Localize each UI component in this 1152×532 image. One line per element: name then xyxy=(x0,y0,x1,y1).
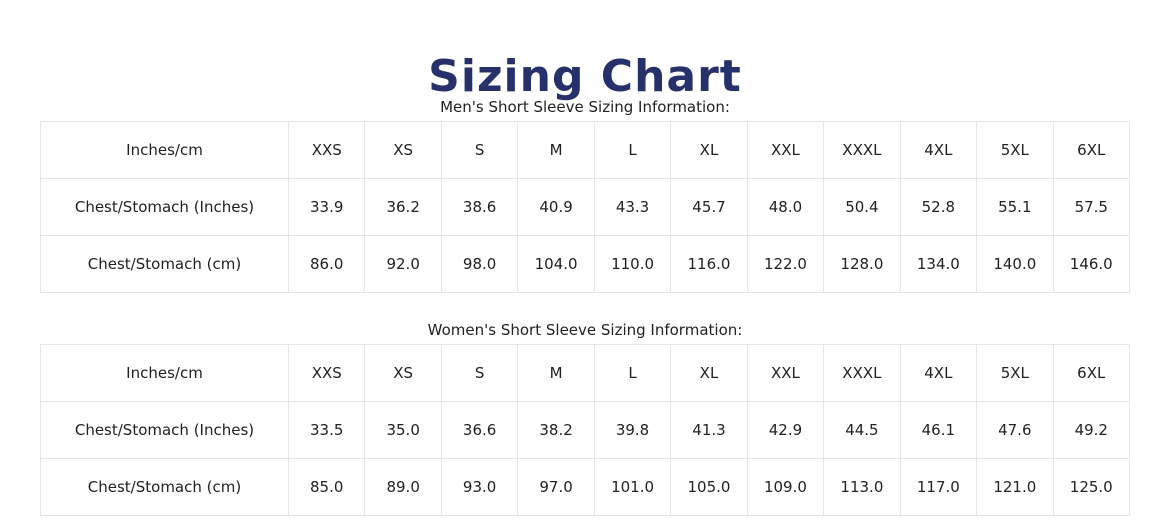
women-sizing-table: Inches/cm XXS XS S M L XL XXL XXXL 4XL 5… xyxy=(40,344,1131,516)
value-cell: 33.9 xyxy=(287,178,366,236)
women-size-5xl: 5XL xyxy=(976,344,1054,402)
women-size-xxxl: XXXL xyxy=(823,344,901,402)
value-cell: 35.0 xyxy=(364,401,442,459)
women-row-chest-cm: Chest/Stomach (cm) 85.0 89.0 93.0 97.0 1… xyxy=(40,458,1131,516)
men-size-4xl: 4XL xyxy=(899,121,978,179)
value-cell: 116.0 xyxy=(670,235,748,293)
men-size-m: M xyxy=(517,121,595,179)
value-cell: 57.5 xyxy=(1052,178,1131,236)
value-cell: 47.6 xyxy=(976,401,1054,459)
value-cell: 86.0 xyxy=(287,235,366,293)
row-label: Chest/Stomach (cm) xyxy=(40,235,289,293)
men-size-xxs: XXS xyxy=(287,121,366,179)
value-cell: 45.7 xyxy=(670,178,748,236)
women-header-row: Inches/cm XXS XS S M L XL XXL XXXL 4XL 5… xyxy=(40,344,1131,402)
value-cell: 36.2 xyxy=(364,178,442,236)
value-cell: 46.1 xyxy=(899,401,978,459)
value-cell: 38.2 xyxy=(517,401,595,459)
value-cell: 105.0 xyxy=(670,458,748,516)
value-cell: 49.2 xyxy=(1052,401,1131,459)
value-cell: 125.0 xyxy=(1052,458,1131,516)
value-cell: 38.6 xyxy=(440,178,519,236)
value-cell: 40.9 xyxy=(517,178,595,236)
men-size-6xl: 6XL xyxy=(1052,121,1131,179)
men-size-l: L xyxy=(593,121,672,179)
women-size-xxl: XXL xyxy=(746,344,825,402)
value-cell: 85.0 xyxy=(287,458,366,516)
men-header-label: Inches/cm xyxy=(40,121,289,179)
women-size-xxs: XXS xyxy=(287,344,366,402)
women-size-l: L xyxy=(593,344,672,402)
value-cell: 44.5 xyxy=(823,401,901,459)
women-size-6xl: 6XL xyxy=(1052,344,1131,402)
men-size-xxxl: XXXL xyxy=(823,121,901,179)
value-cell: 33.5 xyxy=(287,401,366,459)
value-cell: 146.0 xyxy=(1052,235,1131,293)
value-cell: 122.0 xyxy=(746,235,825,293)
value-cell: 89.0 xyxy=(364,458,442,516)
value-cell: 55.1 xyxy=(976,178,1054,236)
value-cell: 42.9 xyxy=(746,401,825,459)
men-row-chest-cm: Chest/Stomach (cm) 86.0 92.0 98.0 104.0 … xyxy=(40,235,1131,293)
row-label: Chest/Stomach (Inches) xyxy=(40,178,289,236)
men-size-xl: XL xyxy=(670,121,748,179)
women-section-caption: Women's Short Sleeve Sizing Information: xyxy=(427,321,743,339)
value-cell: 92.0 xyxy=(364,235,442,293)
value-cell: 52.8 xyxy=(899,178,978,236)
men-row-chest-inches: Chest/Stomach (Inches) 33.9 36.2 38.6 40… xyxy=(40,178,1131,236)
row-label: Chest/Stomach (cm) xyxy=(40,458,289,516)
value-cell: 121.0 xyxy=(976,458,1054,516)
value-cell: 134.0 xyxy=(899,235,978,293)
value-cell: 104.0 xyxy=(517,235,595,293)
value-cell: 36.6 xyxy=(440,401,519,459)
value-cell: 128.0 xyxy=(823,235,901,293)
value-cell: 97.0 xyxy=(517,458,595,516)
value-cell: 117.0 xyxy=(899,458,978,516)
men-sizing-table: Inches/cm XXS XS S M L XL XXL XXXL 4XL 5… xyxy=(40,121,1131,293)
men-size-xs: XS xyxy=(364,121,442,179)
women-row-chest-inches: Chest/Stomach (Inches) 33.5 35.0 36.6 38… xyxy=(40,401,1131,459)
value-cell: 41.3 xyxy=(670,401,748,459)
value-cell: 93.0 xyxy=(440,458,519,516)
value-cell: 140.0 xyxy=(976,235,1054,293)
men-section-caption: Men's Short Sleeve Sizing Information: xyxy=(440,98,730,116)
page-title: Sizing Chart xyxy=(428,51,742,103)
value-cell: 43.3 xyxy=(593,178,672,236)
women-size-xl: XL xyxy=(670,344,748,402)
men-size-5xl: 5XL xyxy=(976,121,1054,179)
value-cell: 48.0 xyxy=(746,178,825,236)
row-label: Chest/Stomach (Inches) xyxy=(40,401,289,459)
value-cell: 109.0 xyxy=(746,458,825,516)
women-size-m: M xyxy=(517,344,595,402)
women-size-xs: XS xyxy=(364,344,442,402)
women-size-4xl: 4XL xyxy=(899,344,978,402)
value-cell: 110.0 xyxy=(593,235,672,293)
men-header-row: Inches/cm XXS XS S M L XL XXL XXXL 4XL 5… xyxy=(40,121,1131,179)
women-header-label: Inches/cm xyxy=(40,344,289,402)
value-cell: 39.8 xyxy=(593,401,672,459)
value-cell: 113.0 xyxy=(823,458,901,516)
men-size-s: S xyxy=(440,121,519,179)
value-cell: 98.0 xyxy=(440,235,519,293)
women-size-s: S xyxy=(440,344,519,402)
men-size-xxl: XXL xyxy=(746,121,825,179)
value-cell: 50.4 xyxy=(823,178,901,236)
value-cell: 101.0 xyxy=(593,458,672,516)
